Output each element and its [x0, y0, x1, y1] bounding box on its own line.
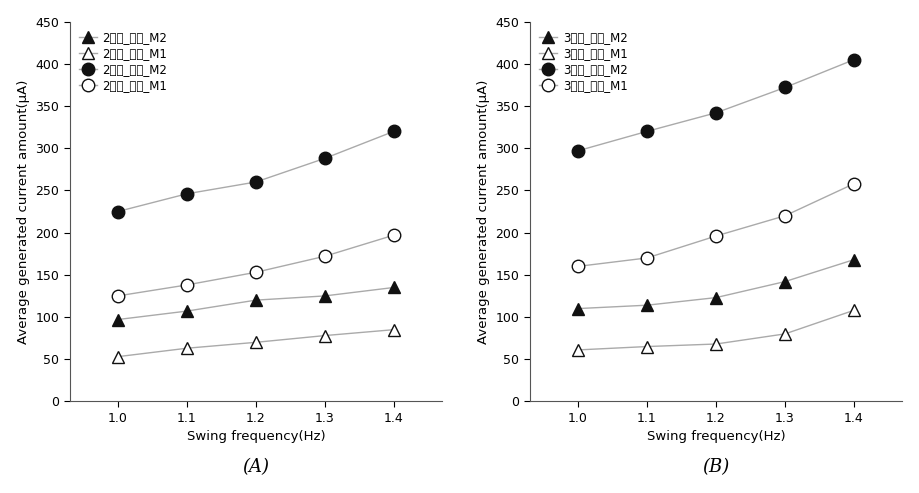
3합사_직렬_M1	[641, 255, 652, 261]
2합사_병렬_M1	[389, 327, 400, 333]
3합사_병렬_M2	[848, 257, 859, 263]
Text: (B): (B)	[702, 458, 730, 476]
2합사_병렬_M2	[250, 297, 261, 303]
2합사_직렬_M2	[181, 191, 192, 197]
2합사_병렬_M1	[181, 345, 192, 351]
3합사_직렬_M1	[573, 263, 584, 269]
Line: 3합사_직렬_M2: 3합사_직렬_M2	[572, 53, 860, 157]
3합사_병렬_M2	[710, 295, 721, 301]
3합사_병렬_M1	[710, 341, 721, 347]
Line: 2합사_직렬_M1: 2합사_직렬_M1	[111, 229, 400, 302]
Y-axis label: Average generated current amount(μA): Average generated current amount(μA)	[477, 79, 490, 344]
2합사_병렬_M1	[319, 333, 330, 339]
2합사_직렬_M1	[112, 293, 123, 299]
3합사_직렬_M2	[573, 148, 584, 154]
2합사_병렬_M1	[112, 353, 123, 359]
2합사_직렬_M2	[389, 128, 400, 134]
Line: 3합사_병렬_M1: 3합사_병렬_M1	[572, 304, 860, 356]
3합사_직렬_M2	[779, 84, 790, 90]
2합사_직렬_M1	[181, 282, 192, 288]
Line: 3합사_병렬_M2: 3합사_병렬_M2	[572, 253, 860, 315]
2합사_직렬_M1	[250, 269, 261, 275]
Text: (A): (A)	[243, 458, 269, 476]
3합사_직렬_M2	[710, 110, 721, 116]
3합사_직렬_M2	[641, 128, 652, 134]
Line: 3합사_직렬_M1: 3합사_직렬_M1	[572, 177, 860, 273]
2합사_병렬_M2	[181, 308, 192, 314]
2합사_병렬_M2	[112, 317, 123, 322]
Legend: 2합사_병렬_M2, 2합사_병렬_M1, 2합사_직렬_M2, 2합사_직렬_M1: 2합사_병렬_M2, 2합사_병렬_M1, 2합사_직렬_M2, 2합사_직렬_…	[75, 28, 171, 96]
3합사_병렬_M1	[573, 347, 584, 353]
2합사_병렬_M2	[389, 284, 400, 290]
2합사_병렬_M1	[250, 339, 261, 345]
X-axis label: Swing frequency(Hz): Swing frequency(Hz)	[187, 430, 325, 443]
Line: 2합사_직렬_M2: 2합사_직렬_M2	[111, 125, 400, 218]
2합사_직렬_M1	[319, 253, 330, 259]
Legend: 3합사_병렬_M2, 3합사_병렬_M1, 3합사_직렬_M2, 3합사_직렬_M1: 3합사_병렬_M2, 3합사_병렬_M1, 3합사_직렬_M2, 3합사_직렬_…	[536, 28, 631, 96]
Line: 2합사_병렬_M1: 2합사_병렬_M1	[111, 323, 400, 363]
3합사_병렬_M2	[641, 302, 652, 308]
2합사_직렬_M1	[389, 232, 400, 238]
Y-axis label: Average generated current amount(μA): Average generated current amount(μA)	[17, 79, 29, 344]
3합사_직렬_M1	[710, 233, 721, 239]
3합사_직렬_M2	[848, 57, 859, 63]
2합사_병렬_M2	[319, 293, 330, 299]
2합사_직렬_M2	[250, 179, 261, 185]
2합사_직렬_M2	[319, 155, 330, 161]
3합사_병렬_M1	[779, 331, 790, 337]
X-axis label: Swing frequency(Hz): Swing frequency(Hz)	[647, 430, 786, 443]
2합사_직렬_M2	[112, 209, 123, 214]
3합사_병렬_M1	[641, 344, 652, 350]
3합사_병렬_M1	[848, 307, 859, 313]
3합사_직렬_M1	[779, 213, 790, 219]
3합사_직렬_M1	[848, 181, 859, 187]
Line: 2합사_병렬_M2: 2합사_병렬_M2	[111, 281, 400, 326]
3합사_병렬_M2	[779, 279, 790, 284]
3합사_병렬_M2	[573, 306, 584, 312]
